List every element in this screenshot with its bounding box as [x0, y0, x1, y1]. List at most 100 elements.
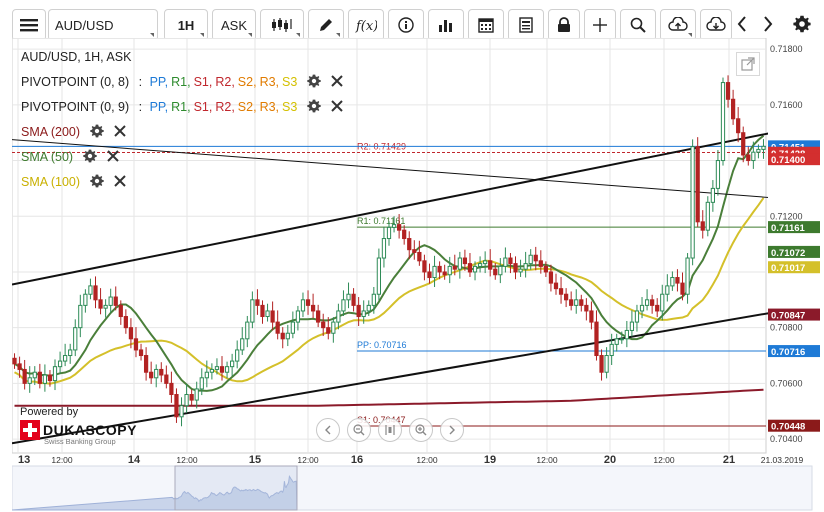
- legend-pivot-2[interactable]: PIVOTPOINT (0, 9) : PP, R1, S1, R2, S2, R3, S3: [21, 99, 344, 114]
- price-badge: [768, 221, 820, 234]
- x-tick-label: 12:00: [653, 455, 675, 465]
- prev-button[interactable]: [736, 14, 748, 37]
- zoom-button[interactable]: [620, 9, 656, 41]
- candle-body: [73, 327, 78, 351]
- candle-body: [42, 374, 48, 384]
- zoom-in-button[interactable]: [409, 418, 433, 442]
- pivot-level-label: R3,: [259, 75, 280, 89]
- legend-pivot-1[interactable]: PIVOTPOINT (0, 8) : PP, R1, S1, R2, S2, R3, S3: [21, 74, 344, 89]
- expand-icon: [741, 57, 755, 71]
- candle-body: [594, 321, 599, 357]
- candle-body: [543, 265, 548, 273]
- gear-icon[interactable]: [82, 149, 97, 163]
- gear-icon[interactable]: [89, 174, 104, 188]
- candle-body: [442, 271, 447, 276]
- sma200-label: SMA (200): [21, 125, 81, 139]
- volume-button[interactable]: [428, 9, 464, 41]
- lock-button[interactable]: [548, 9, 580, 41]
- candle-body: [366, 304, 371, 312]
- pivot-level-label: PP,: [149, 75, 169, 89]
- candle-body: [138, 349, 144, 357]
- gear-icon: [793, 15, 811, 33]
- candle-body: [255, 299, 260, 306]
- draw-button[interactable]: [308, 9, 344, 41]
- reset-zoom-button[interactable]: [378, 418, 402, 442]
- candle-body: [12, 357, 17, 365]
- legend-sma200[interactable]: SMA (200): [21, 124, 127, 139]
- download-button[interactable]: [700, 9, 732, 41]
- x-tick-label: 16: [351, 454, 363, 466]
- calendar-icon: [478, 18, 494, 33]
- candle-body: [230, 360, 235, 368]
- candle-body: [670, 277, 675, 287]
- candle-body: [68, 349, 73, 357]
- x-tick-label: 15: [249, 454, 261, 466]
- price-badge-label: 0.70716: [771, 347, 805, 358]
- info-button[interactable]: [388, 9, 424, 41]
- candle-body: [725, 82, 731, 100]
- timeframe-select[interactable]: 1H: [164, 9, 208, 41]
- report-button[interactable]: [508, 9, 544, 41]
- legend-sma50[interactable]: SMA (50): [21, 149, 120, 164]
- settings-button[interactable]: [793, 15, 811, 36]
- candle-body: [184, 394, 189, 407]
- sma100-label: SMA (100): [21, 175, 81, 189]
- candle-body: [336, 310, 341, 323]
- candle-body: [381, 238, 387, 259]
- candle-body: [609, 343, 614, 357]
- menu-icon: [20, 19, 38, 32]
- chart-title-text: AUD/USD, 1H, ASK: [21, 50, 132, 64]
- expand-button[interactable]: [736, 52, 760, 76]
- candle-body: [665, 285, 670, 295]
- scroll-left-button[interactable]: [316, 418, 340, 442]
- navigator-series: [12, 475, 298, 511]
- scroll-right-button[interactable]: [440, 418, 464, 442]
- candle-body: [639, 304, 645, 312]
- next-button[interactable]: [762, 14, 774, 37]
- candle-body: [361, 310, 366, 318]
- chevron-down-icon: [150, 33, 154, 37]
- lock-icon: [558, 17, 570, 32]
- zoom-out-button[interactable]: [347, 418, 371, 442]
- zoom-out-icon: [353, 424, 365, 436]
- close-icon[interactable]: [330, 99, 344, 113]
- y-tick-label: 0.71600: [770, 100, 803, 110]
- gear-icon[interactable]: [89, 124, 104, 138]
- candle-body: [523, 263, 528, 270]
- candle-body: [604, 355, 609, 373]
- close-icon[interactable]: [330, 74, 344, 88]
- legend-sma100[interactable]: SMA (100): [21, 174, 127, 189]
- chart-type-button[interactable]: [260, 9, 304, 41]
- symbol-select[interactable]: AUD/USD: [48, 9, 158, 41]
- candle-body: [518, 268, 523, 273]
- chart-nav-controls: [316, 418, 464, 442]
- close-icon[interactable]: [106, 149, 120, 163]
- candle-body: [224, 366, 230, 373]
- menu-button[interactable]: [12, 9, 46, 41]
- upload-button[interactable]: [660, 9, 696, 41]
- calendar-button[interactable]: [468, 9, 504, 41]
- candle-body: [310, 304, 316, 312]
- sma200-line: [14, 388, 764, 407]
- gear-icon[interactable]: [307, 74, 321, 88]
- candle-body: [52, 366, 58, 382]
- candle-body: [245, 321, 250, 340]
- chevron-down-icon: [336, 33, 340, 37]
- price-badge-label: 0.71400: [771, 155, 805, 166]
- side-select[interactable]: ASK: [212, 9, 256, 41]
- candle-body: [78, 304, 83, 329]
- candle-body: [32, 371, 37, 379]
- trendline: [12, 123, 815, 286]
- close-icon[interactable]: [113, 174, 127, 188]
- x-tick-label: 21: [723, 454, 735, 466]
- candle-body: [644, 299, 650, 306]
- close-icon[interactable]: [113, 124, 127, 138]
- pivot-level-label: R3,: [259, 100, 280, 114]
- gear-icon[interactable]: [307, 99, 321, 113]
- indicators-button[interactable]: f(x): [348, 9, 384, 41]
- draw-icon: [320, 19, 332, 31]
- candles-icon: [272, 18, 292, 32]
- crosshair-button[interactable]: [584, 9, 616, 41]
